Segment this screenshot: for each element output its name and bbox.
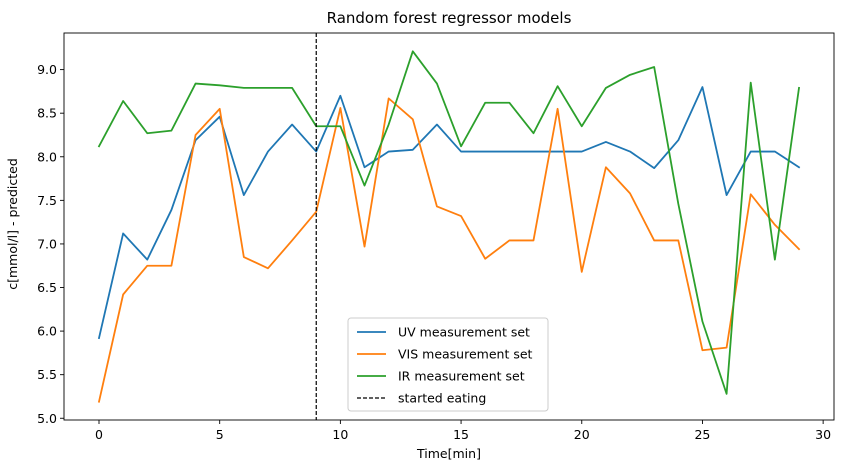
x-tick-label: 20	[574, 427, 590, 442]
legend-label-vis: VIS measurement set	[398, 347, 533, 362]
y-tick-label: 7.5	[37, 193, 57, 208]
y-tick-label: 6.5	[37, 280, 57, 295]
y-tick-label: 7.0	[37, 236, 57, 251]
legend-box	[347, 317, 549, 412]
x-axis-title: Time[min]	[416, 446, 481, 461]
series-line-vis	[97, 97, 801, 403]
x-tick-label: 15	[453, 427, 469, 442]
y-tick-label: 6.0	[37, 324, 57, 339]
series-line-uv	[97, 86, 801, 340]
x-tick-label: 5	[216, 427, 224, 442]
legend-label-uv: UV measurement set	[398, 325, 530, 340]
y-tick-label: 9.0	[37, 62, 57, 77]
x-tick-label: 25	[694, 427, 710, 442]
x-tick-label: 30	[815, 427, 831, 442]
legend-label-ir: IR measurement set	[398, 369, 525, 384]
y-tick-label: 8.5	[37, 106, 57, 121]
y-tick-label: 5.0	[37, 411, 57, 426]
chart-title: Random forest regressor models	[327, 9, 572, 27]
legend-label-started-eating: started eating	[398, 391, 486, 406]
y-tick-label: 5.5	[37, 367, 57, 382]
legend: UV measurement set VIS measurement set IR …	[347, 317, 549, 412]
plot-frame	[63, 32, 835, 421]
plot-area: 0 5 10 15 20 25 30 5.0 5.5 6.0 6.5 7.0 7.5 8.0 8.5 9.0	[37, 32, 835, 442]
x-tick-label: 0	[95, 427, 103, 442]
x-tick-label: 10	[332, 427, 348, 442]
y-axis-title: c[mmol/l] - predicted	[5, 158, 20, 290]
y-tick-label: 8.0	[37, 149, 57, 164]
series-line-ir	[97, 50, 801, 395]
